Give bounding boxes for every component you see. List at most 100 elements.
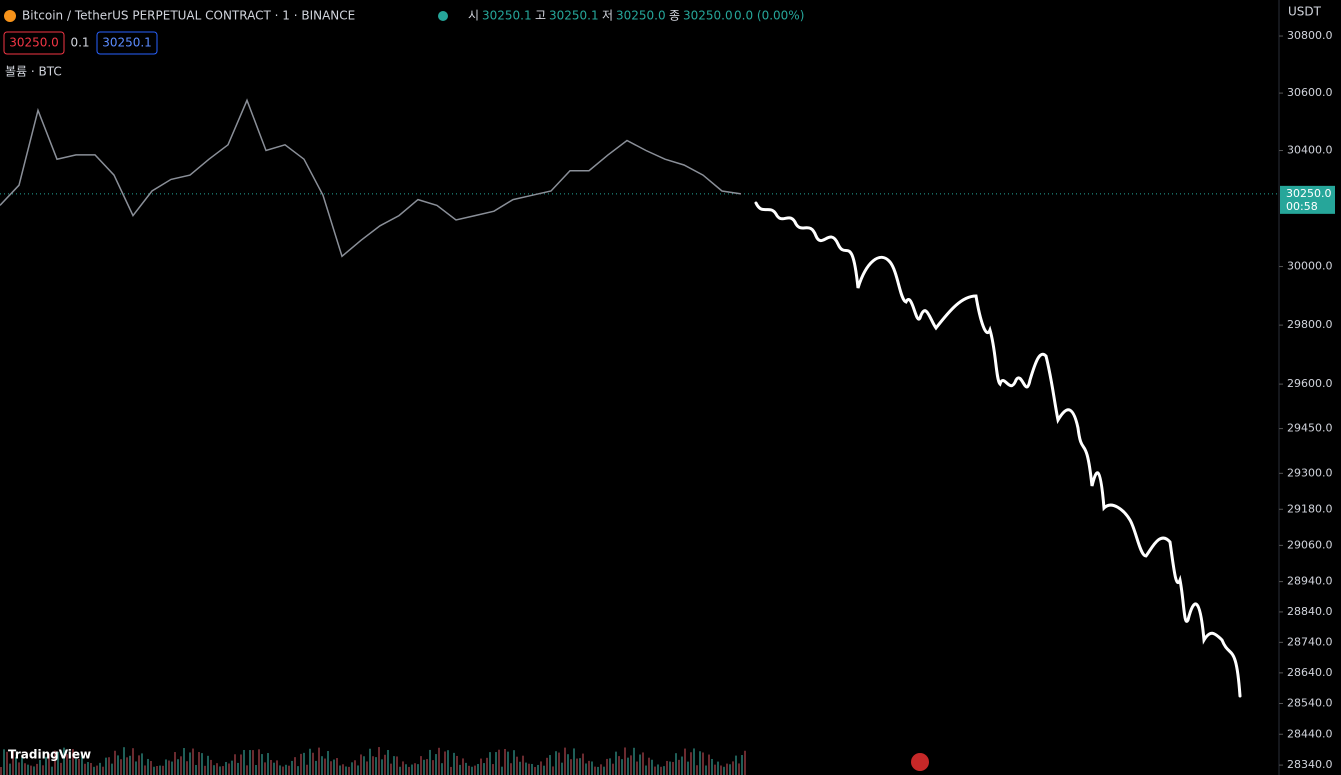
buy-button[interactable] xyxy=(96,31,158,55)
volume-bar xyxy=(135,761,137,775)
volume-bar xyxy=(222,766,224,775)
volume-bar xyxy=(423,759,425,775)
volume-bar xyxy=(300,753,302,775)
volume-bar xyxy=(267,753,269,775)
volume-bar xyxy=(120,759,122,775)
volume-bar xyxy=(24,763,26,775)
volume-bar xyxy=(177,759,179,775)
volume-bar xyxy=(447,750,449,775)
volume-bar xyxy=(546,757,548,775)
symbol-title: Bitcoin / TetherUS PERPETUAL CONTRACT · … xyxy=(22,9,355,23)
tick-group: 30800.0 30600.0 30400.0 30000.0 29800.0 29600… xyxy=(1279,29,1333,771)
volume-bar xyxy=(180,756,182,775)
volume-bars xyxy=(0,747,746,775)
volume-bar xyxy=(288,765,290,775)
currency[interactable]: USDT xyxy=(1288,5,1322,19)
volume-bar xyxy=(705,765,707,775)
volume-bar xyxy=(579,758,581,775)
volume-bar xyxy=(525,762,527,775)
ohlc-key: 종 xyxy=(669,9,680,23)
volume-bar xyxy=(486,757,488,775)
volume-bar xyxy=(651,759,653,775)
ohlc-key: 고 xyxy=(535,9,546,23)
volume-bar xyxy=(252,750,254,775)
volume-bar xyxy=(723,766,725,775)
volume-bar xyxy=(534,766,536,775)
volume-bar xyxy=(333,759,335,775)
y-tick-label: 28340.0 xyxy=(1287,758,1333,771)
ohlc-value: 30250.0 xyxy=(616,9,666,23)
volume-bar xyxy=(390,763,392,775)
sell-button[interactable] xyxy=(3,31,65,55)
volume-bar xyxy=(102,766,104,775)
volume-bar xyxy=(105,757,107,775)
volume-bar xyxy=(432,760,434,775)
y-tick-label: 28940.0 xyxy=(1287,575,1333,588)
volume-bar xyxy=(627,757,629,775)
volume-bar xyxy=(129,755,131,775)
volume-bar xyxy=(624,747,626,775)
volume-bar xyxy=(510,763,512,775)
volume-bar xyxy=(204,765,206,775)
volume-bar xyxy=(621,759,623,775)
volume-bar xyxy=(294,757,296,775)
volume-bar xyxy=(48,753,50,775)
volume-bar xyxy=(318,747,320,775)
volume-bar xyxy=(234,754,236,775)
volume-bar xyxy=(633,747,635,775)
volume-bar xyxy=(483,763,485,775)
volume-bar xyxy=(309,748,311,775)
volume-bar xyxy=(156,766,158,775)
volume-bar xyxy=(540,761,542,775)
y-tick-label: 29450.0 xyxy=(1287,422,1333,435)
y-tick-label: 30000.0 xyxy=(1287,260,1333,273)
volume-bar xyxy=(303,752,305,775)
volume-bar xyxy=(327,750,329,775)
buy-price[interactable]: 30250.1 xyxy=(102,36,152,50)
volume-bar xyxy=(213,765,215,775)
volume-bar xyxy=(249,750,251,775)
volume-bar xyxy=(735,755,737,775)
volume-bar xyxy=(192,748,194,775)
volume-bar xyxy=(549,755,551,775)
volume-bar xyxy=(279,765,281,775)
volume-bar xyxy=(453,752,455,775)
event-flag[interactable] xyxy=(911,753,929,771)
volume-bar xyxy=(654,766,656,775)
volume-bar xyxy=(411,764,413,775)
volume-bar xyxy=(558,752,560,775)
sell-price[interactable]: 30250.0 xyxy=(9,36,59,50)
volume-bar xyxy=(429,749,431,775)
volume-bar xyxy=(198,752,200,775)
price-axis xyxy=(1279,0,1341,775)
volume-bar xyxy=(495,752,497,775)
volume-bar xyxy=(639,754,641,775)
volume-bar xyxy=(225,761,227,775)
volume-bar xyxy=(36,763,38,775)
y-tick-label: 28740.0 xyxy=(1287,635,1333,648)
volume-bar xyxy=(6,751,8,775)
volume-bar xyxy=(276,760,278,775)
y-tick-label: 30600.0 xyxy=(1287,86,1333,99)
y-tick-label: 30400.0 xyxy=(1287,144,1333,157)
volume-bar xyxy=(210,759,212,775)
ohlc-value: 30250.0 xyxy=(683,9,733,23)
volume-bar xyxy=(99,762,101,775)
volume-bar xyxy=(372,756,374,775)
volume-bar xyxy=(375,757,377,775)
volume-bar xyxy=(174,752,176,775)
ohlc-value: 30250.1 xyxy=(549,9,599,23)
volume-bar xyxy=(42,765,44,775)
volume-bar xyxy=(741,755,743,775)
volume-bar xyxy=(504,748,506,775)
volume-bar xyxy=(405,764,407,775)
volume-bar xyxy=(312,752,314,775)
volume-bar xyxy=(126,757,128,775)
volume-bar xyxy=(381,759,383,775)
volume-bar xyxy=(147,758,149,775)
volume-bar xyxy=(498,749,500,775)
volume-bar xyxy=(30,765,32,775)
volume-bar xyxy=(201,753,203,775)
volume-bar xyxy=(714,764,716,775)
volume-bar xyxy=(69,759,71,775)
